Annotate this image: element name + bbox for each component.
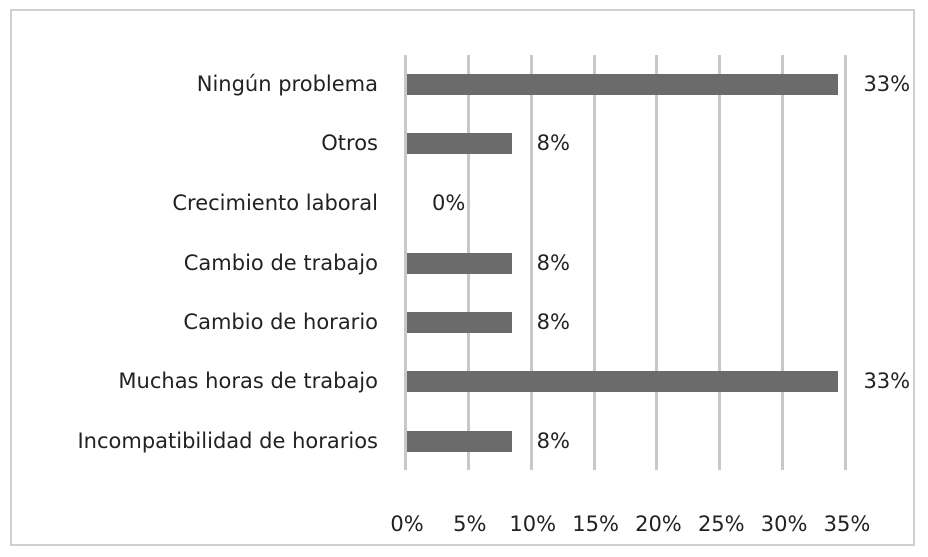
category-label: Ningún problema xyxy=(196,72,378,96)
gridline xyxy=(844,55,847,470)
x-tick-label: 10% xyxy=(509,512,557,536)
value-label: 0% xyxy=(432,191,466,215)
category-label: Incompatibilidad de horarios xyxy=(77,429,378,453)
bar xyxy=(407,253,512,274)
value-label: 8% xyxy=(536,251,570,275)
gridline xyxy=(718,55,722,470)
x-tick-label: 20% xyxy=(635,512,682,536)
value-label: 33% xyxy=(863,369,911,393)
chart-frame xyxy=(10,9,915,546)
value-label: 8% xyxy=(536,131,570,155)
gridline xyxy=(404,55,407,470)
category-label: Cambio de trabajo xyxy=(183,251,378,275)
category-label: Cambio de horario xyxy=(183,310,378,334)
x-tick-label: 25% xyxy=(697,512,745,536)
x-tick-label: 0% xyxy=(390,512,424,536)
category-label: Muchas horas de trabajo xyxy=(118,369,378,393)
bar xyxy=(407,371,839,392)
value-label: 8% xyxy=(536,429,570,453)
gridline xyxy=(781,55,785,470)
bar xyxy=(407,312,512,333)
x-tick-label: 35% xyxy=(823,512,871,536)
gridline xyxy=(529,55,533,470)
value-label: 33% xyxy=(863,72,911,96)
x-tick-label: 15% xyxy=(572,512,619,536)
bar xyxy=(407,133,512,154)
category-label: Otros xyxy=(321,131,378,155)
x-tick-label: 5% xyxy=(453,512,487,536)
bar xyxy=(407,74,839,95)
x-tick-label: 30% xyxy=(760,512,808,536)
category-label: Crecimiento laboral xyxy=(172,191,378,215)
gridline xyxy=(655,55,659,470)
bar xyxy=(407,431,512,452)
gridline xyxy=(592,55,596,470)
value-label: 8% xyxy=(536,310,570,334)
